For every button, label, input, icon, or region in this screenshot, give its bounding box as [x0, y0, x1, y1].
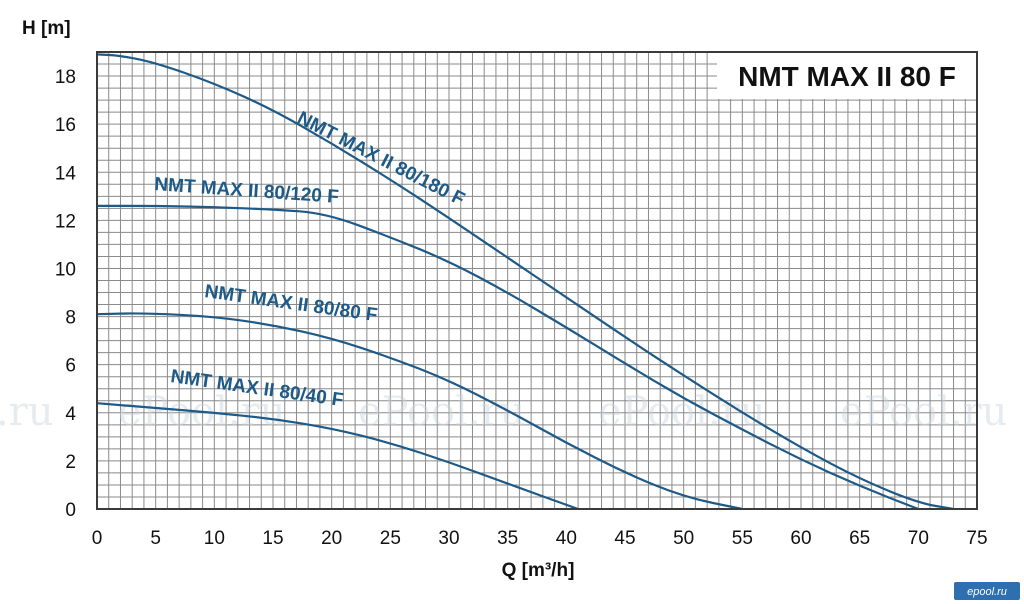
y-tick-label: 16	[55, 115, 76, 136]
title-box	[717, 53, 976, 99]
grid	[97, 52, 977, 509]
curves	[96, 53, 954, 511]
curve-line	[96, 312, 743, 511]
x-tick-label: 70	[908, 528, 929, 549]
y-tick-label: 12	[55, 211, 76, 232]
y-tick-label: 14	[55, 163, 77, 184]
x-tick-label: 50	[673, 528, 694, 549]
x-tick-label: 65	[849, 528, 870, 549]
y-axis-title: H [m]	[22, 18, 71, 39]
chart-title: NMT MAX II 80 F	[738, 61, 956, 92]
x-tick-label: 25	[380, 528, 401, 549]
y-tick-label: 2	[65, 452, 76, 473]
x-tick-label: 5	[150, 528, 161, 549]
y-tick-label: 4	[65, 404, 76, 425]
y-tick-label: 0	[65, 500, 76, 521]
x-tick-labels: 0 5 10 15 20 25 30 35 40 45 50 55 60 65 70 75	[92, 528, 988, 549]
x-tick-label: 15	[262, 528, 283, 549]
x-tick-label: 55	[732, 528, 753, 549]
x-tick-label: 45	[614, 528, 635, 549]
x-tick-label: 10	[204, 528, 225, 549]
corner-logo: epool.ru	[954, 582, 1020, 600]
curve-line	[96, 53, 954, 511]
x-tick-label: 30	[438, 528, 459, 549]
watermark-text: .ru	[0, 389, 54, 435]
y-tick-label: 10	[55, 259, 76, 280]
x-tick-label: 35	[497, 528, 518, 549]
x-tick-label: 40	[556, 528, 577, 549]
x-tick-label: 20	[321, 528, 342, 549]
watermark-layer: .ru ePool.ru ePool.ru ePool.ru ePool.ru	[0, 389, 1008, 435]
watermark-text: ePool.ru	[840, 389, 1008, 435]
x-tick-label: 60	[790, 528, 811, 549]
plot-frame	[96, 51, 978, 510]
x-tick-label: 75	[966, 528, 987, 549]
curve-line	[96, 402, 579, 511]
y-tick-labels: 0 2 4 6 8 10 12 14 16 18	[55, 67, 77, 521]
y-tick-label: 8	[65, 308, 76, 329]
curve-line	[96, 204, 919, 511]
corner-logo-text: epool.ru	[967, 586, 1007, 598]
corner-logo-background	[954, 582, 1020, 600]
x-tick-label: 0	[92, 528, 103, 549]
watermark-text: ePool.ru	[358, 389, 526, 435]
x-axis-title: Q [m³/h]	[502, 560, 575, 581]
y-tick-label: 6	[65, 356, 76, 377]
y-tick-label: 18	[55, 67, 76, 88]
